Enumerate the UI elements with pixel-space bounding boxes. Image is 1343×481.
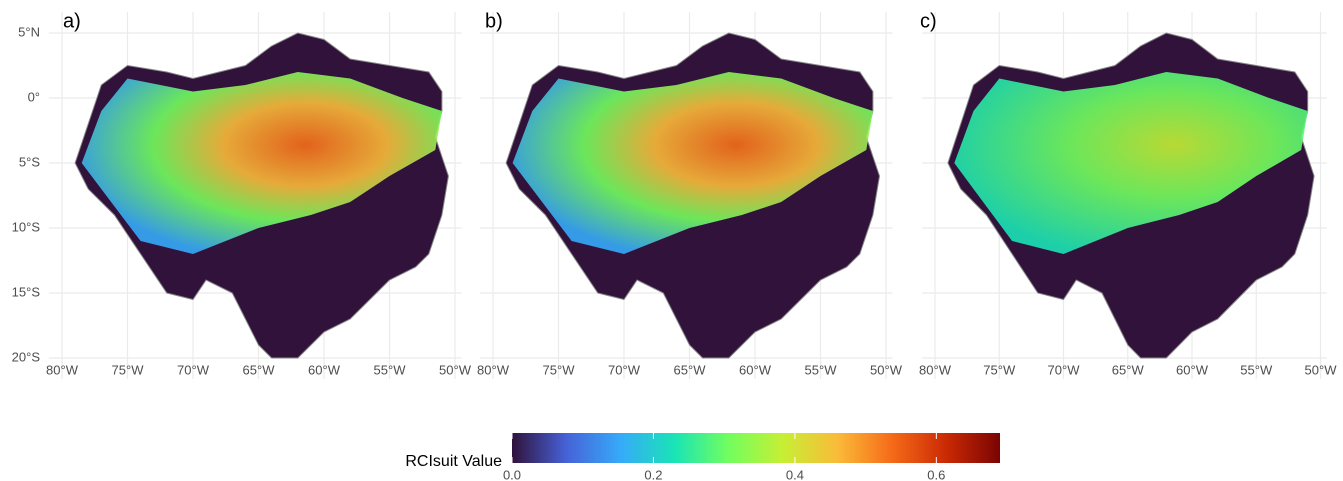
figure: 80°W 75°W 70°W 65°W 60°W 55°W 50°W 5°N 0° 5°S 10°S… <box>0 0 1343 481</box>
x-tick-label: 55°W <box>1240 362 1273 377</box>
y-tick-label: 5°S <box>19 154 40 169</box>
x-tick-label: 70°W <box>1048 362 1081 377</box>
x-tick-label: 70°W <box>177 362 210 377</box>
x-tick-label: 50°W <box>1305 362 1338 377</box>
colorbar <box>512 433 1000 463</box>
x-tick-label: 60°W <box>739 362 772 377</box>
legend-tick-label: 0.6 <box>927 467 945 481</box>
y-tick-label: 0° <box>28 89 40 104</box>
y-tick-label: 20°S <box>12 349 41 364</box>
x-tick-label: 55°W <box>374 362 407 377</box>
x-tick-label: 80°W <box>919 362 952 377</box>
x-tick-label: 50°W <box>870 362 903 377</box>
x-tick-label: 80°W <box>477 362 510 377</box>
x-tick-label: 60°W <box>308 362 341 377</box>
x-tick-label: 75°W <box>543 362 576 377</box>
x-tick-label: 55°W <box>805 362 838 377</box>
legend-tick-label: 0.2 <box>644 467 662 481</box>
y-tick-label: 10°S <box>12 219 41 234</box>
panel-label: a) <box>63 10 81 32</box>
x-tick-label: 50°W <box>439 362 472 377</box>
legend-tick-label: 0.4 <box>786 467 804 481</box>
x-tick-label: 65°W <box>674 362 707 377</box>
x-tick-label: 80°W <box>46 362 79 377</box>
x-tick-label: 65°W <box>1112 362 1145 377</box>
x-tick-label: 65°W <box>243 362 276 377</box>
legend-tick-label: 0.0 <box>503 467 521 481</box>
x-tick-label: 75°W <box>983 362 1016 377</box>
panel-label: b) <box>485 10 503 32</box>
x-tick-label: 70°W <box>608 362 641 377</box>
y-tick-label: 5°N <box>18 24 40 39</box>
x-tick-label: 60°W <box>1176 362 1209 377</box>
panel-label: c) <box>920 10 937 32</box>
legend-title: RCIsuit Value <box>405 453 502 470</box>
x-tick-label: 75°W <box>112 362 145 377</box>
y-tick-label: 15°S <box>12 284 41 299</box>
